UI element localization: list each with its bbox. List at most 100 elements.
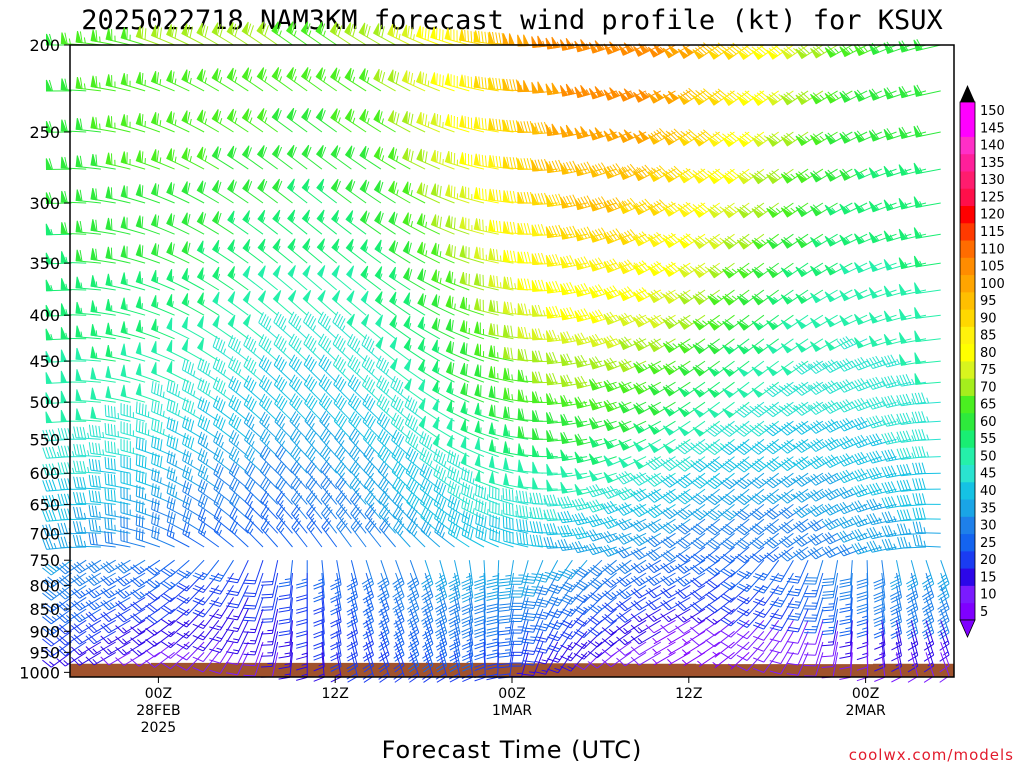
- wind-barb: [302, 238, 323, 264]
- wind-barb: [415, 25, 440, 46]
- wind-barb: [474, 560, 486, 590]
- wind-barb: [115, 596, 146, 611]
- wind-barb: [517, 303, 543, 316]
- x-tick-label: 28FEB: [136, 703, 180, 719]
- wind-barb: [227, 335, 249, 362]
- wind-barb: [422, 631, 434, 662]
- wind-barb: [260, 504, 279, 534]
- wind-barb: [866, 396, 897, 410]
- wind-barb: [56, 572, 87, 588]
- wind-barb: [431, 360, 455, 383]
- wind-barb: [459, 271, 485, 291]
- wind-barb: [360, 290, 382, 316]
- wind-barb: [600, 515, 632, 530]
- wind-barb: [243, 572, 264, 598]
- wind-barb: [273, 311, 293, 340]
- wind-barb: [244, 491, 264, 520]
- wind-barb: [660, 596, 691, 611]
- wind-barb: [362, 597, 374, 628]
- wind-barb: [100, 584, 131, 599]
- wind-barb: [318, 374, 338, 403]
- wind-barb: [211, 180, 234, 204]
- wind-barb: [532, 477, 558, 490]
- wind-barb: [105, 217, 131, 235]
- wind-barb: [432, 416, 455, 440]
- wind-barb: [60, 119, 87, 133]
- wind-barb: [135, 271, 161, 291]
- wind-barb: [907, 620, 919, 651]
- wind-barb: [209, 585, 234, 607]
- wind-barb: [630, 518, 662, 532]
- wind-barb: [705, 585, 735, 602]
- wind-barb: [898, 40, 927, 53]
- wind-barb: [120, 455, 146, 474]
- wind-barb: [652, 641, 676, 655]
- wind-barb: [335, 490, 352, 520]
- wind-barb: [344, 67, 367, 92]
- wind-barb: [360, 265, 382, 291]
- wind-barb: [913, 162, 941, 175]
- wind-barb: [196, 22, 220, 46]
- wind-barb: [392, 505, 411, 534]
- wind-barb: [209, 559, 234, 582]
- wind-barb: [403, 358, 426, 383]
- wind-barb: [42, 630, 72, 647]
- colorbar-label: 115: [980, 225, 1005, 240]
- colorbar-label: 95: [980, 294, 997, 309]
- wind-barb: [104, 531, 131, 548]
- wind-barb: [836, 336, 868, 350]
- wind-barb: [56, 559, 87, 575]
- wind-barb: [150, 295, 175, 316]
- wind-barb: [244, 445, 264, 474]
- wind-barb: [911, 429, 941, 441]
- colorbar-swatch: [960, 171, 975, 189]
- wind-barb: [388, 240, 411, 264]
- colorbar-swatch: [960, 550, 975, 569]
- y-tick-label: 850: [29, 600, 60, 619]
- wind-barb: [488, 471, 514, 490]
- wind-barb: [402, 147, 426, 170]
- wind-barb: [498, 560, 514, 587]
- colorbar-swatch: [960, 291, 975, 310]
- wind-barb: [347, 354, 367, 383]
- wind-barb: [212, 291, 234, 316]
- wind-barb: [75, 220, 101, 235]
- wind-barb: [359, 179, 382, 204]
- wind-barb: [196, 109, 220, 133]
- wind-barb: [417, 268, 441, 291]
- wind-barb: [547, 559, 573, 582]
- wind-barb: [913, 84, 941, 97]
- wind-barb: [433, 448, 455, 474]
- wind-barb: [675, 546, 706, 563]
- wind-barb: [720, 572, 750, 591]
- y-tick-label: 400: [29, 306, 60, 325]
- wind-barb: [633, 420, 662, 434]
- wind-barb: [304, 393, 323, 422]
- wind-barb: [150, 362, 175, 383]
- wind-barb: [120, 364, 146, 383]
- y-tick-label: 550: [29, 430, 60, 449]
- wind-barb: [532, 410, 558, 422]
- wind-barb: [45, 304, 72, 317]
- wind-barb: [510, 572, 529, 598]
- wind-barb: [586, 514, 617, 528]
- wind-barb: [486, 597, 500, 626]
- wind-barb: [182, 480, 205, 505]
- wind-barb: [461, 523, 485, 548]
- wind-barb: [209, 641, 234, 664]
- wind-barb: [914, 330, 941, 343]
- wind-barb: [393, 518, 411, 548]
- wind-barb: [258, 312, 279, 340]
- wind-barb: [243, 597, 264, 622]
- wind-barb: [809, 338, 838, 352]
- wind-barb: [753, 641, 780, 663]
- wind-barb: [839, 314, 868, 327]
- wind-barb: [633, 456, 662, 470]
- wind-barb: [346, 290, 367, 316]
- colorbar-swatch: [960, 481, 975, 500]
- colorbar-swatch: [960, 205, 975, 224]
- wind-barb: [430, 242, 455, 264]
- wind-barb: [330, 108, 352, 133]
- wind-barb: [150, 149, 175, 170]
- wind-barb: [45, 223, 72, 236]
